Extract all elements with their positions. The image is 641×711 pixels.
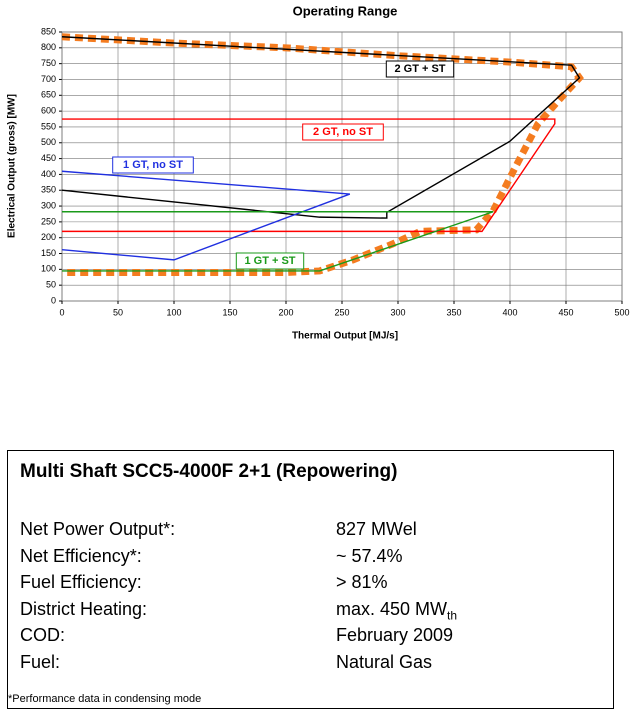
y-tick-label: 50 [46, 280, 56, 290]
x-tick-label: 50 [113, 307, 123, 317]
x-tick-label: 500 [614, 307, 629, 317]
y-tick-label: 200 [41, 232, 56, 242]
page: Operating Range Thermal Output [MJ/s] El… [0, 0, 641, 711]
chart: Operating Range Thermal Output [MJ/s] El… [0, 0, 641, 350]
info-box: Multi Shaft SCC5-4000F 2+1 (Repowering) … [7, 450, 614, 709]
y-tick-label: 150 [41, 248, 56, 258]
info-label: Fuel Efficiency: [20, 572, 142, 593]
y-axis-label: Electrical Output (gross) [MW] [7, 94, 18, 238]
info-value-text: February 2009 [336, 625, 453, 645]
info-value: February 2009 [336, 625, 453, 646]
y-tick-label: 550 [41, 121, 56, 131]
info-label: COD: [20, 625, 65, 646]
y-tick-label: 300 [41, 200, 56, 210]
y-tick-label: 750 [41, 58, 56, 68]
info-value-text: max. 450 MW [336, 599, 447, 619]
info-value-text: ~ 57.4% [336, 546, 403, 566]
info-label: Net Efficiency*: [20, 546, 142, 567]
info-label: District Heating: [20, 599, 147, 620]
y-tick-label: 800 [41, 42, 56, 52]
footnote: *Performance data in condensing mode [8, 693, 201, 705]
y-tick-label: 500 [41, 137, 56, 147]
y-tick-label: 0 [51, 295, 56, 305]
x-tick-label: 250 [334, 307, 349, 317]
x-tick-label: 200 [278, 307, 293, 317]
info-label: Net Power Output*: [20, 519, 175, 540]
info-value-text: 827 MWel [336, 519, 417, 539]
x-axis-label: Thermal Output [MJ/s] [292, 331, 398, 342]
x-tick-label: 350 [446, 307, 461, 317]
x-tick-label: 100 [166, 307, 181, 317]
y-tick-label: 600 [41, 105, 56, 115]
x-tick-label: 400 [502, 307, 517, 317]
info-value: > 81% [336, 572, 388, 593]
info-value: max. 450 MWth [336, 599, 457, 623]
x-tick-label: 450 [558, 307, 573, 317]
info-value-text: > 81% [336, 572, 388, 592]
y-tick-label: 350 [41, 185, 56, 195]
y-tick-label: 700 [41, 74, 56, 84]
series-label: 2 GT + ST [394, 63, 445, 75]
series-label: 1 GT + ST [244, 255, 295, 267]
y-tick-label: 100 [41, 264, 56, 274]
info-title: Multi Shaft SCC5-4000F 2+1 (Repowering) [20, 461, 397, 483]
y-tick-label: 650 [41, 90, 56, 100]
x-tick-label: 300 [390, 307, 405, 317]
y-tick-label: 250 [41, 216, 56, 226]
info-value: Natural Gas [336, 652, 432, 673]
series-label: 2 GT, no ST [313, 126, 373, 138]
y-tick-label: 850 [41, 26, 56, 36]
info-label: Fuel: [20, 652, 60, 673]
y-tick-label: 400 [41, 169, 56, 179]
series-label: 1 GT, no ST [123, 159, 183, 171]
x-tick-label: 150 [222, 307, 237, 317]
x-tick-label: 0 [59, 307, 64, 317]
info-value: ~ 57.4% [336, 546, 403, 567]
chart-title: Operating Range [293, 3, 398, 18]
info-value: 827 MWel [336, 519, 417, 540]
info-value-text: Natural Gas [336, 652, 432, 672]
y-tick-label: 450 [41, 153, 56, 163]
info-subscript: th [447, 608, 457, 622]
